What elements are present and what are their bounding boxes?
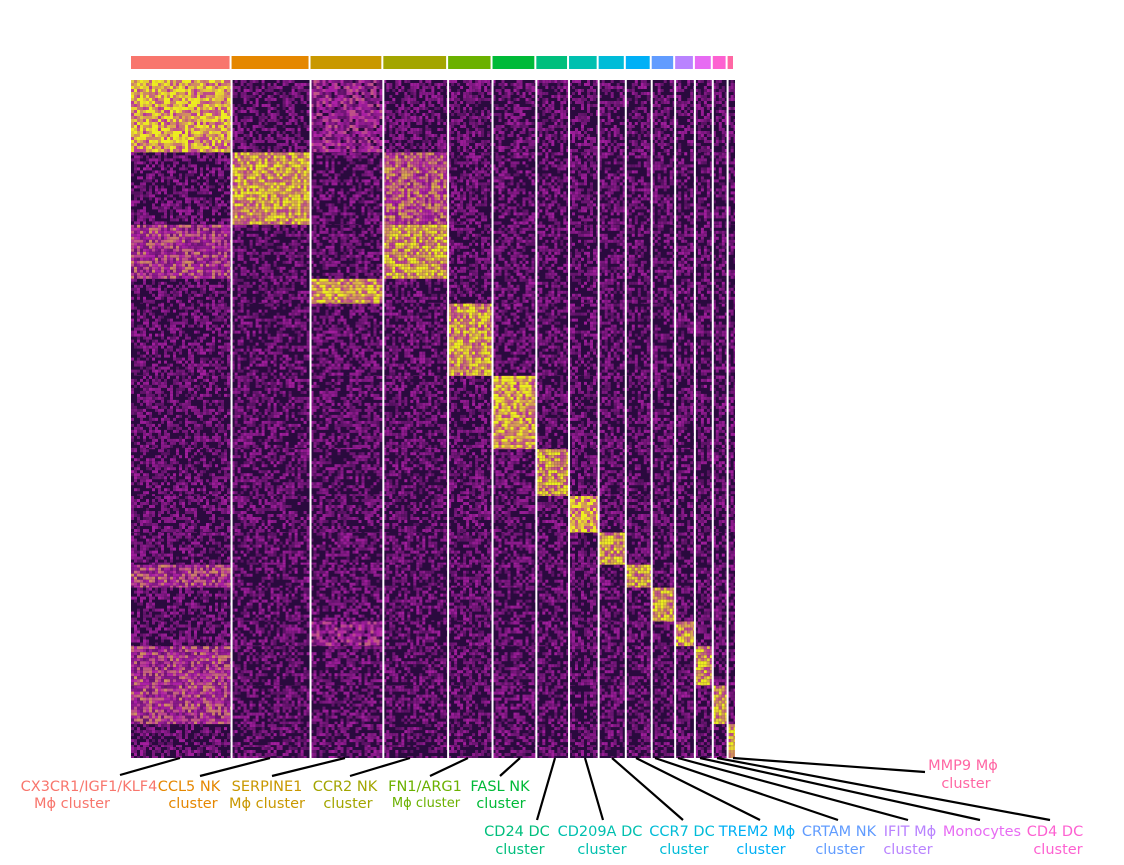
- label-ccr7-line2: cluster: [659, 842, 708, 858]
- label-ccl5-line1: CCL5 NK: [158, 779, 221, 795]
- label-mmp9-line1: MMP9 Mϕ: [928, 758, 998, 774]
- label-fasl-line1: FASL NK: [470, 779, 530, 795]
- label-trem2-line1: TREM2 Mϕ: [718, 824, 796, 840]
- label-cd4-line2: cluster: [1033, 842, 1082, 858]
- annotation-cd209a: [569, 56, 597, 69]
- label-cx3cr1-line1: CX3CR1/IGF1/KLF4: [21, 779, 158, 795]
- block-fn1-4: [448, 304, 492, 376]
- block-cx3cr1-9: [131, 565, 232, 588]
- label-ccr7-line1: CCR7 DC: [649, 824, 714, 840]
- label-monocytes-line1: Monocytes: [943, 824, 1021, 840]
- label-crtam-line1: CRTAM NK: [802, 824, 877, 840]
- annotation-monocytes: [695, 56, 711, 69]
- annotation-crtam: [652, 56, 673, 69]
- label-cd24-line2: cluster: [495, 842, 544, 858]
- label-fasl-line2: cluster: [476, 796, 525, 812]
- block-ifit-11: [675, 622, 695, 647]
- annotation-fn1: [448, 56, 490, 69]
- label-cd209a-line2: cluster: [577, 842, 626, 858]
- block-trem2-9: [626, 565, 652, 588]
- annotation-ccr7: [599, 56, 624, 69]
- block-ccr7-8: [599, 533, 626, 565]
- label-serpine1-line1: SERPINE1: [232, 779, 303, 795]
- block-fasl-5: [493, 376, 537, 449]
- block-cx3cr1-0: [131, 80, 232, 152]
- annotation-cd4: [713, 56, 726, 69]
- block-cd24-3: [536, 279, 569, 304]
- heatmap-body: [131, 80, 735, 758]
- block-cd4-13: [713, 686, 728, 725]
- label-cx3cr1-line2: Mϕ cluster: [34, 796, 110, 812]
- block-monocytes-12: [695, 646, 713, 685]
- label-cd4-line1: CD4 DC: [1027, 824, 1083, 840]
- annotation-ifit: [675, 56, 693, 69]
- label-fn1-line1: FN1/ARG1: [388, 779, 462, 795]
- annotation-trem2: [626, 56, 650, 69]
- block-cx3cr1-2: [131, 225, 232, 279]
- label-cd209a-line1: CD209A DC: [558, 824, 643, 840]
- label-ccr2-line1: CCR2 NK: [313, 779, 378, 795]
- block-mmp9-14: [728, 724, 735, 747]
- block-cx3cr1-13: [131, 686, 232, 725]
- block-cd4-6: [713, 449, 728, 496]
- annotation-cd24: [536, 56, 567, 69]
- block-cd24-6: [536, 449, 569, 496]
- block-cd209a-7: [569, 496, 599, 533]
- block-crtam-10: [652, 588, 675, 622]
- annotation-ccl5: [232, 56, 309, 69]
- annotation-ccr2: [383, 56, 446, 69]
- label-ifit-line1: IFIT Mϕ: [884, 824, 936, 840]
- label-trem2-line2: cluster: [736, 842, 785, 858]
- block-ccl5-1: [232, 152, 311, 224]
- block-ccr2-2: [383, 225, 448, 279]
- label-fn1-line2: Mϕ cluster: [392, 796, 461, 811]
- label-serpine1-line2: Mϕ cluster: [229, 796, 305, 812]
- annotation-mmp9: [728, 56, 733, 69]
- label-ccl5-line2: cluster: [168, 796, 217, 812]
- label-ifit-line2: cluster: [883, 842, 932, 858]
- annotation-serpine1: [311, 56, 382, 69]
- annotation-cx3cr1: [131, 56, 230, 69]
- block-serpine1-3: [311, 279, 384, 304]
- annotation-fasl: [493, 56, 535, 69]
- block-cd4-12: [713, 646, 728, 685]
- label-crtam-line2: cluster: [815, 842, 864, 858]
- label-ccr2-line2: cluster: [323, 796, 372, 812]
- block-ccr2-1: [383, 152, 448, 224]
- cluster-annotation-bar: [131, 56, 733, 69]
- block-mmp9-15: [728, 747, 735, 758]
- block-cx3cr1-12: [131, 646, 232, 685]
- label-mmp9-line2: cluster: [941, 776, 990, 792]
- label-cd24-line1: CD24 DC: [484, 824, 550, 840]
